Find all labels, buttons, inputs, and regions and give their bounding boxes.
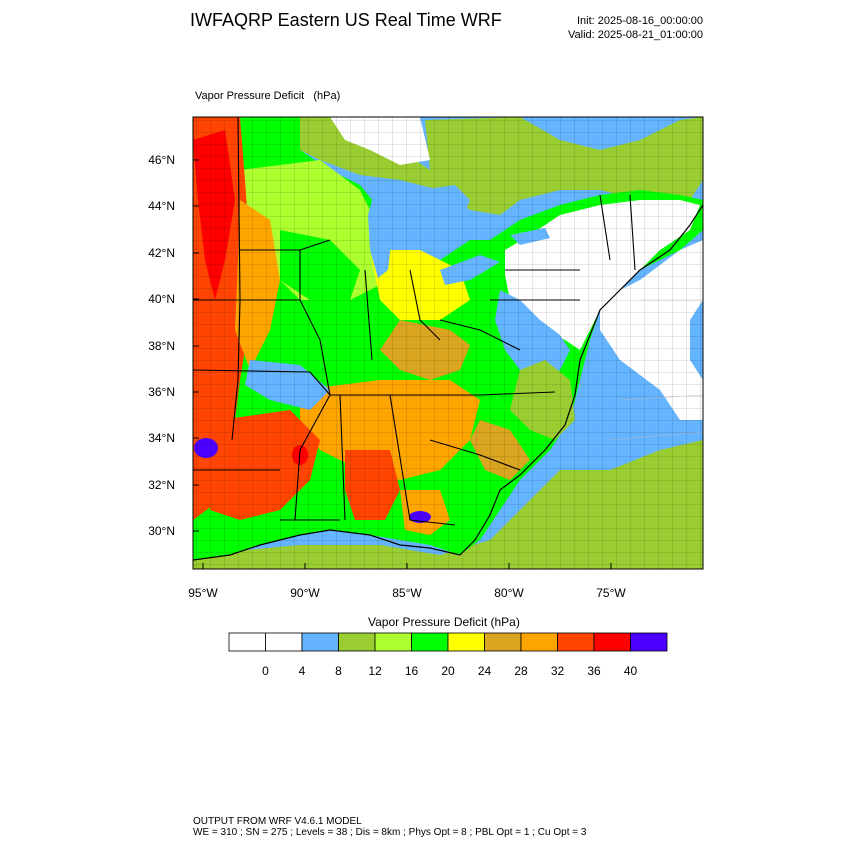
lat-tick-label: 40°N <box>148 292 175 306</box>
lat-tick-label: 34°N <box>148 431 175 445</box>
colorbar-label: 32 <box>551 664 565 678</box>
colorbar-label: 20 <box>441 664 455 678</box>
colorbar-swatch <box>228 632 266 652</box>
colorbar-label: 12 <box>368 664 382 678</box>
colorbar-swatch <box>265 632 303 652</box>
lon-tick-label: 75°W <box>596 586 626 600</box>
lat-tick-label: 36°N <box>148 385 175 399</box>
lat-tick-label: 30°N <box>148 524 175 538</box>
lon-tick-label: 85°W <box>392 586 422 600</box>
colorbar-swatch <box>411 632 449 652</box>
colorbar-title: Vapor Pressure Deficit (hPa) <box>368 615 520 629</box>
coastline <box>193 204 703 561</box>
map-frame <box>192 116 704 570</box>
colorbar-label: 28 <box>514 664 528 678</box>
lon-tick-label: 90°W <box>290 586 320 600</box>
colorbar-label: 8 <box>335 664 342 678</box>
run-times: Init: 2025-08-16_00:00:00 Valid: 2025-08… <box>568 14 703 42</box>
footer: OUTPUT FROM WRF V4.6.1 MODEL WE = 310 ; … <box>193 816 586 838</box>
colorbar-swatch <box>520 632 558 652</box>
colorbar-swatch <box>338 632 376 652</box>
lat-tick-label: 38°N <box>148 339 175 353</box>
colorbar-label: 40 <box>624 664 638 678</box>
lat-tick-label: 46°N <box>148 153 175 167</box>
lon-tick-label: 95°W <box>188 586 218 600</box>
graticule <box>609 299 703 441</box>
lon-tick-label: 80°W <box>494 586 524 600</box>
state-boundaries <box>193 117 636 526</box>
colorbar-swatch <box>484 632 522 652</box>
colorbar-swatch <box>374 632 412 652</box>
colorbar-label: 0 <box>262 664 269 678</box>
colorbar-label: 16 <box>405 664 419 678</box>
colorbar: 0 4 8 12 16 20 24 28 32 36 40 <box>228 632 668 678</box>
colorbar-swatch <box>593 632 631 652</box>
colorbar-label: 4 <box>299 664 306 678</box>
map-plot <box>193 117 703 569</box>
page-title: IWFAQRP Eastern US Real Time WRF <box>190 10 502 30</box>
colorbar-label: 24 <box>478 664 492 678</box>
colorbar-label: 36 <box>587 664 601 678</box>
county-boundaries <box>193 117 703 569</box>
lat-tick-label: 44°N <box>148 199 175 213</box>
valid-time: Valid: 2025-08-21_01:00:00 <box>568 29 703 41</box>
init-time: Init: 2025-08-16_00:00:00 <box>577 15 703 27</box>
colorbar-swatch <box>630 632 668 652</box>
colorbar-swatch <box>557 632 595 652</box>
field-label: Vapor Pressure Deficit (hPa) <box>195 90 341 102</box>
footer-config: WE = 310 ; SN = 275 ; Levels = 38 ; Dis … <box>193 827 587 838</box>
lat-tick-label: 32°N <box>148 478 175 492</box>
footer-model: OUTPUT FROM WRF V4.6.1 MODEL <box>193 816 362 827</box>
colorbar-swatch <box>301 632 339 652</box>
lat-tick-label: 42°N <box>148 246 175 260</box>
latitude-axis: 46°N 44°N 42°N 40°N 38°N 36°N 34°N 32°N 30°N <box>148 153 199 538</box>
colorbar-swatch <box>447 632 485 652</box>
longitude-axis: 95°W 90°W 85°W 80°W 75°W <box>188 563 626 600</box>
